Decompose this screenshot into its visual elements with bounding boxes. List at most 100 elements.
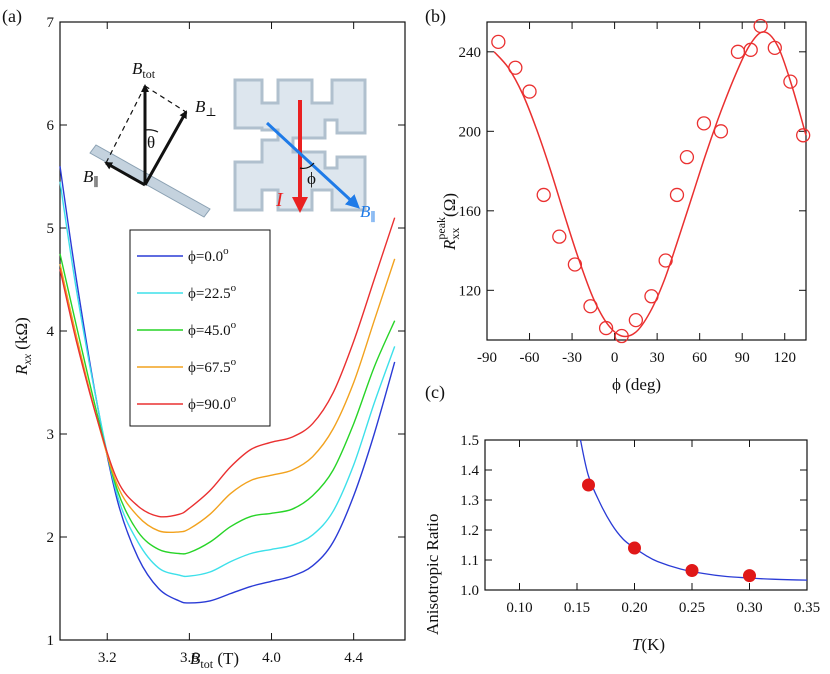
legend-label: ϕ=45.0o bbox=[188, 319, 237, 339]
data-point bbox=[614, 328, 629, 344]
hall-bar-device bbox=[233, 78, 367, 212]
panel-b-xtick-label: 60 bbox=[692, 350, 707, 366]
series-line bbox=[59, 217, 396, 518]
sample-plate bbox=[89, 144, 211, 218]
data-point bbox=[552, 229, 567, 244]
data-point bbox=[491, 34, 506, 50]
legend-label: ϕ=22.5o bbox=[188, 282, 237, 302]
panel-c-xlabel-main: T bbox=[632, 635, 643, 654]
panel-b-ytick-label: 160 bbox=[459, 204, 482, 220]
panel-b-xtick-label: -30 bbox=[562, 350, 582, 366]
panel-a-ylabel-unit: (kΩ) bbox=[12, 317, 31, 354]
legend-label-sup: o bbox=[231, 356, 237, 368]
legend-label-sup: o bbox=[231, 393, 237, 405]
current-label: I bbox=[275, 189, 284, 211]
data-point bbox=[753, 18, 768, 34]
panel-a-ytick-label: 5 bbox=[47, 221, 55, 237]
panel-b-ytick-label: 200 bbox=[459, 124, 482, 140]
data-point bbox=[583, 299, 598, 314]
theta-arc bbox=[144, 129, 159, 133]
panel-c-xtick-label: 0.20 bbox=[621, 600, 647, 616]
data-point bbox=[743, 42, 758, 57]
panel-c-xtick-label: 0.30 bbox=[736, 600, 762, 616]
panel-b-ylabel-unit: (Ω) bbox=[440, 193, 459, 217]
legend-label: ϕ=67.5o bbox=[188, 356, 237, 376]
legend-label: ϕ=90.0o bbox=[188, 393, 237, 413]
dashed-proj-1 bbox=[144, 85, 187, 113]
legend-label: ϕ=0.0o bbox=[188, 245, 229, 265]
panel-a-ytick-label: 7 bbox=[47, 15, 55, 31]
panel-a-xtick-label: 3.6 bbox=[180, 650, 199, 666]
data-point bbox=[783, 74, 798, 89]
panel-c-xlabel: T(K) bbox=[632, 635, 665, 654]
panel-a-ylabel-main: R bbox=[12, 364, 31, 376]
panel-c: (c) 0.10 0.15 0.20 0.25 0.30 0.35 1.0 1.1 1.2 1.3… bbox=[423, 382, 820, 654]
b-tot-sub: tot bbox=[142, 67, 155, 81]
legend-label-sup: o bbox=[223, 245, 229, 257]
panel-a-xlabel: Btot (T) bbox=[190, 649, 239, 671]
panel-c-series bbox=[579, 439, 808, 583]
panel-a-xlabel-main: B bbox=[190, 649, 201, 668]
b-par2-sub: ∥ bbox=[370, 210, 376, 224]
panel-b-xtick-label: 90 bbox=[735, 350, 750, 366]
panel-b-xtick-label: 0 bbox=[611, 350, 619, 366]
legend-items: ϕ=0.0o ϕ=22.5o ϕ=45.0o ϕ=67.5o ϕ=90.0o bbox=[137, 245, 237, 413]
panel-label-b: (b) bbox=[425, 6, 446, 27]
panel-b: (b) -90 -60 -30 0 30 60 90 120 120 160 200 240 ϕ (d… bbox=[425, 6, 811, 394]
panel-b-xtick-label: -60 bbox=[520, 350, 540, 366]
inset-vector-diagram: Btot θ B⊥ B∥ bbox=[83, 59, 217, 218]
panel-a-xtick-label: 3.2 bbox=[98, 650, 117, 666]
data-point bbox=[685, 564, 699, 577]
panel-b-ytick-label: 120 bbox=[459, 283, 482, 299]
legend: ϕ=0.0o ϕ=22.5o ϕ=45.0o ϕ=67.5o ϕ=90.0o bbox=[129, 229, 271, 427]
panel-a-ticks: 3.2 3.6 4.0 4.4 1 2 3 4 5 6 7 bbox=[47, 15, 405, 666]
panel-c-ytick-label: 1.5 bbox=[460, 433, 479, 449]
panel-a-ytick-label: 3 bbox=[47, 427, 55, 443]
panel-c-xtick-label: 0.10 bbox=[506, 600, 532, 616]
panel-c-ytick-label: 1.0 bbox=[460, 583, 479, 599]
panel-c-xtick-label: 0.15 bbox=[564, 600, 590, 616]
panel-c-xtick-label: 0.35 bbox=[794, 600, 820, 616]
panel-a-ytick-label: 6 bbox=[47, 118, 55, 134]
panel-c-ylabel: Anisotropic Ratio bbox=[423, 514, 442, 635]
panel-b-xlabel: ϕ (deg) bbox=[612, 375, 661, 394]
b-par-main: B bbox=[83, 167, 94, 186]
b-perp-arrow bbox=[143, 110, 188, 186]
phi-arc bbox=[299, 162, 315, 170]
fit-curve bbox=[493, 31, 807, 338]
data-point bbox=[679, 149, 695, 165]
legend-label-sup: o bbox=[231, 319, 237, 331]
data-point bbox=[628, 541, 641, 555]
panel-b-ylabel-sup: peak bbox=[434, 217, 448, 240]
b-perp-label: B⊥ bbox=[195, 97, 217, 119]
fit-curve bbox=[579, 439, 808, 581]
b-par2-label: B∥ bbox=[360, 202, 376, 224]
panel-b-xtick-label: 120 bbox=[773, 350, 796, 366]
panel-b-ylabel-main: R bbox=[440, 239, 459, 251]
panel-b-xtick-label: -90 bbox=[477, 350, 497, 366]
data-point bbox=[713, 124, 729, 139]
data-point bbox=[628, 312, 644, 328]
data-point bbox=[767, 40, 782, 55]
data-point bbox=[522, 84, 537, 99]
panel-b-ylabel-sub: xx bbox=[448, 228, 462, 240]
panel-c-ytick-label: 1.3 bbox=[460, 493, 479, 509]
b-par-label: B∥ bbox=[83, 167, 99, 189]
panel-a-series bbox=[59, 166, 396, 604]
data-point bbox=[796, 128, 811, 143]
panel-a-xtick-label: 4.0 bbox=[262, 650, 281, 666]
data-point bbox=[598, 320, 614, 336]
series-line bbox=[59, 181, 396, 578]
dashed-proj-2 bbox=[105, 85, 146, 164]
theta-label: θ bbox=[147, 133, 155, 152]
b-perp-sub: ⊥ bbox=[205, 105, 216, 119]
panel-label-c: (c) bbox=[425, 382, 445, 403]
data-point bbox=[658, 253, 673, 268]
panel-c-xtick-label: 0.25 bbox=[679, 600, 705, 616]
panel-a-ytick-label: 1 bbox=[47, 633, 55, 649]
panel-c-frame bbox=[484, 439, 808, 591]
panel-b-ylabel: Rxxpeak(Ω) bbox=[434, 193, 462, 251]
legend-box bbox=[129, 229, 271, 427]
panel-a-ylabel-sub: xx bbox=[20, 353, 34, 365]
